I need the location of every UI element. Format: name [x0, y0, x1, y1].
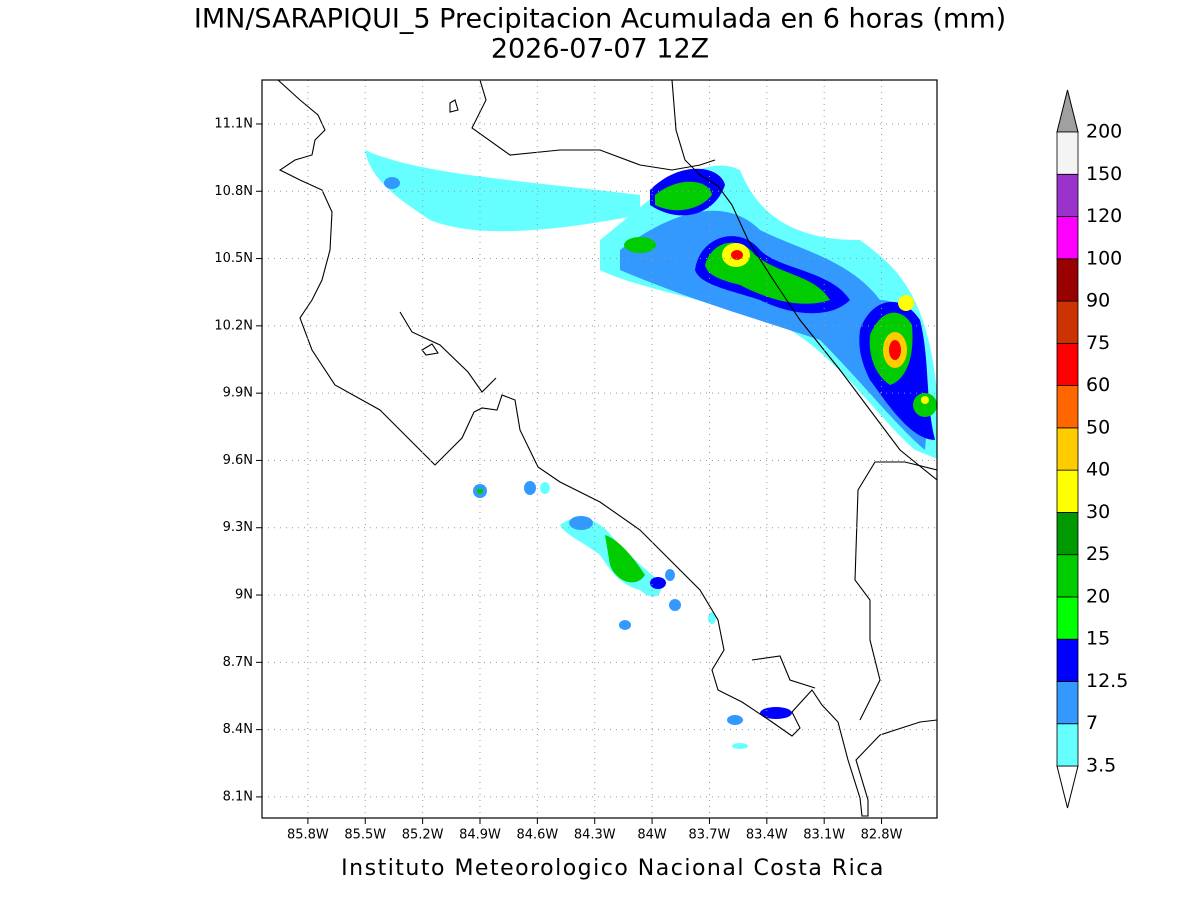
x-tick-label: 84.3W [574, 828, 616, 843]
colorbar-box [1056, 216, 1079, 260]
colorbar-box [1056, 427, 1079, 471]
colorbar-box [1056, 681, 1079, 725]
colorbar-box [1056, 342, 1079, 387]
colorbar-label: 20 [1086, 585, 1110, 607]
colorbar-label: 200 [1086, 121, 1122, 143]
x-tick-label: 84.6W [516, 828, 558, 843]
colorbar-label: 150 [1086, 163, 1122, 185]
x-tick-label: 83.4W [746, 828, 788, 843]
colorbar-label: 120 [1086, 205, 1122, 227]
axes: 85.8W 85.5W 85.2W 84.9W 84.6W 84.3W 84W 83.7W 83… [214, 80, 937, 843]
footer: Instituto Meteorologico Nacional Costa R… [341, 856, 885, 881]
map-frame [261, 79, 938, 819]
coastlines [277, 80, 937, 817]
colorbar-label: 3.5 [1086, 755, 1116, 777]
subtitle: 2026-07-07 12Z [491, 34, 709, 65]
colorbar-box [1056, 596, 1079, 640]
colorbar-box [1056, 512, 1079, 556]
y-tick-label: 11.1N [214, 116, 253, 131]
colorbar-box [1056, 638, 1079, 682]
x-tick-label: 82.8W [861, 828, 903, 843]
colorbar-box [1056, 173, 1079, 217]
colorbar-under [1056, 765, 1079, 809]
colorbar-box [1056, 258, 1079, 302]
colorbar-label: 15 [1086, 628, 1110, 650]
x-tick-label: 85.8W [287, 828, 329, 843]
colorbar-label: 7 [1086, 712, 1098, 734]
colorbar-label: 60 [1086, 374, 1110, 396]
title: IMN/SARAPIQUI_5 Precipitacion Acumulada … [194, 4, 1006, 35]
colorbar-label: 30 [1086, 501, 1110, 523]
colorbar-box [1056, 300, 1079, 344]
colorbar-box [1056, 385, 1079, 429]
x-tick-label: 84.9W [459, 828, 501, 843]
y-tick-label: 8.7N [223, 655, 253, 670]
y-tick-label: 10.2N [214, 318, 253, 333]
colorbar-label: 25 [1086, 543, 1110, 565]
x-tick-label: 85.2W [402, 828, 444, 843]
colorbar-label: 90 [1086, 290, 1110, 312]
y-tick-label: 10.8N [214, 184, 253, 199]
x-tick-label: 83.7W [689, 828, 731, 843]
precipitation-field [365, 150, 937, 749]
colorbar-box [1056, 469, 1079, 513]
x-tick-label: 85.5W [344, 828, 386, 843]
y-tick-label: 8.4N [223, 722, 253, 737]
y-tick-label: 9.9N [223, 386, 253, 401]
colorbar: 3.5 7 12.5 15 20 25 30 40 50 60 75 90 100 120 150 200 [1056, 89, 1128, 809]
y-tick-label: 8.1N [223, 789, 253, 804]
colorbar-label: 100 [1086, 247, 1122, 269]
y-tick-label: 9.3N [223, 520, 253, 535]
y-tick-label: 9N [235, 588, 253, 603]
y-tick-label: 9.6N [223, 453, 253, 468]
colorbar-label: 12.5 [1086, 670, 1128, 692]
x-tick-label: 84W [637, 828, 667, 843]
colorbar-box [1056, 554, 1079, 598]
colorbar-label: 40 [1086, 459, 1110, 481]
x-tick-label: 83.1W [803, 828, 845, 843]
y-tick-label: 10.5N [214, 251, 253, 266]
colorbar-over [1056, 89, 1079, 133]
colorbar-box [1056, 723, 1079, 767]
colorbar-label: 75 [1086, 332, 1110, 354]
colorbar-box [1056, 131, 1079, 175]
colorbar-label: 50 [1086, 416, 1110, 438]
